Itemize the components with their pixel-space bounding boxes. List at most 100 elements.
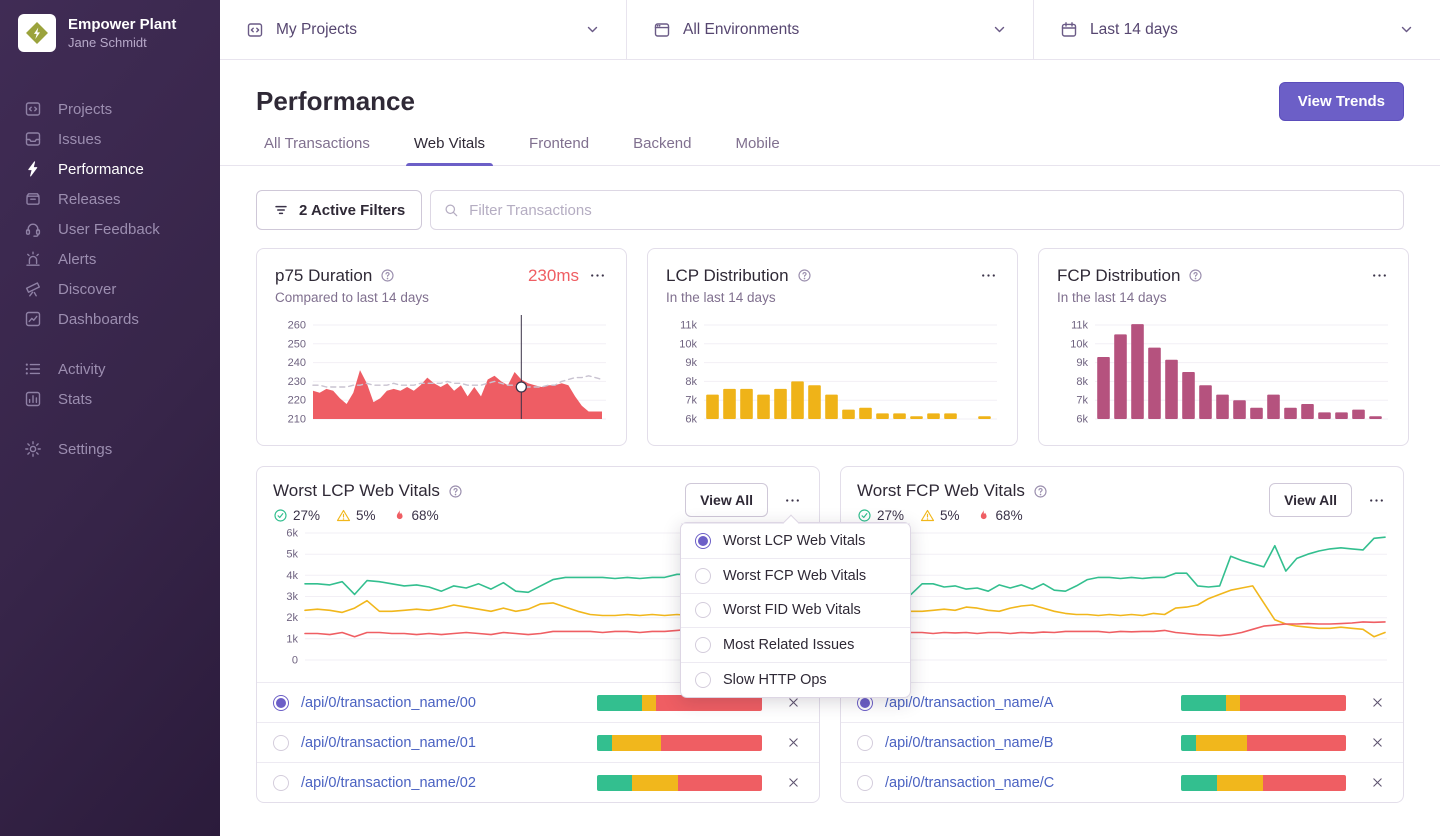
meh-segment: [1217, 774, 1264, 791]
view-trends-button[interactable]: View Trends: [1278, 82, 1404, 121]
vitals-badges: 27% 5% 68%: [857, 508, 1048, 523]
help-icon[interactable]: [380, 268, 395, 283]
vitals-distribution-bar: [1181, 734, 1346, 751]
menu-item-label: Worst FID Web Vitals: [723, 602, 861, 619]
more-options-button[interactable]: [978, 265, 999, 286]
transaction-link[interactable]: /api/0/transaction_name/A: [885, 694, 1054, 711]
transaction-radio[interactable]: [273, 774, 289, 791]
menu-item-worst-fcp-web-vitals[interactable]: Worst FCP Web Vitals: [681, 557, 910, 593]
sidebar-item-stats[interactable]: Stats: [0, 384, 220, 414]
transaction-radio[interactable]: [273, 734, 289, 751]
menu-item-radio[interactable]: [695, 532, 711, 549]
fcp-distribution-card: FCP Distribution In the last 14 days 11k…: [1038, 248, 1409, 446]
close-button[interactable]: [784, 693, 803, 712]
vitals-badge-good: 27%: [273, 508, 320, 523]
more-options-button[interactable]: [587, 265, 608, 286]
transaction-link[interactable]: /api/0/transaction_name/02: [301, 774, 476, 791]
sidebar-item-projects[interactable]: Projects: [0, 94, 220, 124]
settings-icon: [24, 440, 42, 458]
svg-text:3k: 3k: [286, 591, 298, 603]
sidebar-item-releases[interactable]: Releases: [0, 184, 220, 214]
svg-text:9k: 9k: [1076, 357, 1088, 369]
tab-mobile[interactable]: Mobile: [735, 135, 780, 152]
vitals-type-menu: Worst LCP Web Vitals Worst FCP Web Vitals…: [680, 514, 911, 698]
tab-frontend[interactable]: Frontend: [529, 135, 590, 152]
fcp-distribution-chart[interactable]: 11k 10k 9k 8k 7k 6k: [1057, 313, 1390, 435]
sidebar-group: Projects Issues Performance Releases User Fe…: [0, 94, 220, 334]
card-header: LCP Distribution: [666, 265, 999, 286]
org-switcher[interactable]: Empower Plant Jane Schmidt: [0, 0, 220, 66]
environment-selector[interactable]: All Environments: [627, 0, 1034, 59]
menu-item-radio[interactable]: [695, 567, 711, 584]
transaction-row: /api/0/transaction_name/A: [841, 682, 1403, 722]
vitals-badge-value: 27%: [877, 508, 905, 523]
more-options-button[interactable]: [782, 490, 803, 511]
close-button[interactable]: [1368, 693, 1387, 712]
transaction-radio[interactable]: [857, 774, 873, 791]
sidebar-item-settings[interactable]: Settings: [0, 434, 220, 464]
search-bar: [430, 190, 1404, 230]
date-range-selector[interactable]: Last 14 days: [1034, 0, 1440, 59]
sidebar-item-alerts[interactable]: Alerts: [0, 244, 220, 274]
releases-icon: [24, 190, 42, 208]
help-icon[interactable]: [797, 268, 812, 283]
tab-backend[interactable]: Backend: [633, 135, 692, 152]
menu-item-slow-http-ops[interactable]: Slow HTTP Ops: [681, 662, 910, 697]
close-button[interactable]: [1368, 773, 1387, 792]
projects-icon: [246, 21, 264, 39]
close-icon: [786, 735, 801, 750]
help-icon[interactable]: [448, 484, 463, 499]
transaction-link[interactable]: /api/0/transaction_name/01: [301, 734, 476, 751]
view-all-button[interactable]: View All: [1269, 483, 1352, 517]
menu-item-radio[interactable]: [695, 637, 711, 654]
svg-text:8k: 8k: [685, 376, 697, 388]
transaction-link[interactable]: /api/0/transaction_name/B: [885, 734, 1054, 751]
close-icon: [1370, 735, 1385, 750]
vitals-badge-meh: 5%: [336, 508, 376, 523]
help-icon[interactable]: [1188, 268, 1203, 283]
transaction-radio[interactable]: [273, 694, 289, 711]
menu-item-worst-lcp-web-vitals[interactable]: Worst LCP Web Vitals: [681, 523, 910, 558]
tab-web-vitals[interactable]: Web Vitals: [405, 135, 494, 166]
sidebar-group: Settings: [0, 434, 220, 464]
lcp-distribution-chart[interactable]: 11k 10k 9k 8k 7k 6k: [666, 313, 999, 435]
tab-all-transactions[interactable]: All Transactions: [264, 135, 370, 152]
sidebar: Empower Plant Jane Schmidt Projects Issue…: [0, 0, 220, 836]
search-input[interactable]: [469, 201, 1391, 219]
svg-text:9k: 9k: [685, 357, 697, 369]
transaction-radio[interactable]: [857, 734, 873, 751]
active-filters-button[interactable]: 2 Active Filters: [256, 190, 423, 230]
sidebar-item-performance[interactable]: Performance: [0, 154, 220, 184]
transaction-link[interactable]: /api/0/transaction_name/00: [301, 694, 476, 711]
close-button[interactable]: [1368, 733, 1387, 752]
close-button[interactable]: [784, 733, 803, 752]
chevron-down-icon: [585, 22, 600, 37]
menu-item-radio[interactable]: [695, 602, 711, 619]
sidebar-item-issues[interactable]: Issues: [0, 124, 220, 154]
svg-text:0: 0: [292, 655, 298, 667]
sidebar-item-dashboards[interactable]: Dashboards: [0, 304, 220, 334]
project-selector[interactable]: My Projects: [220, 0, 627, 59]
transaction-link[interactable]: /api/0/transaction_name/C: [885, 774, 1055, 791]
vitals-distribution-bar: [1181, 774, 1346, 791]
transaction-row: /api/0/transaction_name/02: [257, 762, 819, 802]
menu-item-label: Worst FCP Web Vitals: [723, 567, 867, 584]
menu-item-radio[interactable]: [695, 672, 711, 689]
help-icon[interactable]: [1033, 484, 1048, 499]
sidebar-nav: Projects Issues Performance Releases User Fe…: [0, 94, 220, 484]
menu-item-worst-fid-web-vitals[interactable]: Worst FID Web Vitals: [681, 592, 910, 628]
close-button[interactable]: [784, 773, 803, 792]
p75-duration-chart[interactable]: 260 250 240 230 220 210: [275, 313, 608, 435]
sidebar-item-user-feedback[interactable]: User Feedback: [0, 214, 220, 244]
p75-value: 230ms: [527, 265, 579, 285]
more-options-button[interactable]: [1366, 490, 1387, 511]
menu-item-label: Most Related Issues: [723, 637, 855, 654]
sidebar-item-discover[interactable]: Discover: [0, 274, 220, 304]
view-all-button[interactable]: View All: [685, 483, 768, 517]
tab-bar: All Transactions Web Vitals Frontend Backen…: [220, 135, 1440, 166]
sidebar-item-activity[interactable]: Activity: [0, 354, 220, 384]
more-options-button[interactable]: [1369, 265, 1390, 286]
menu-item-most-related-issues[interactable]: Most Related Issues: [681, 627, 910, 662]
sidebar-item-label: Releases: [58, 190, 121, 208]
